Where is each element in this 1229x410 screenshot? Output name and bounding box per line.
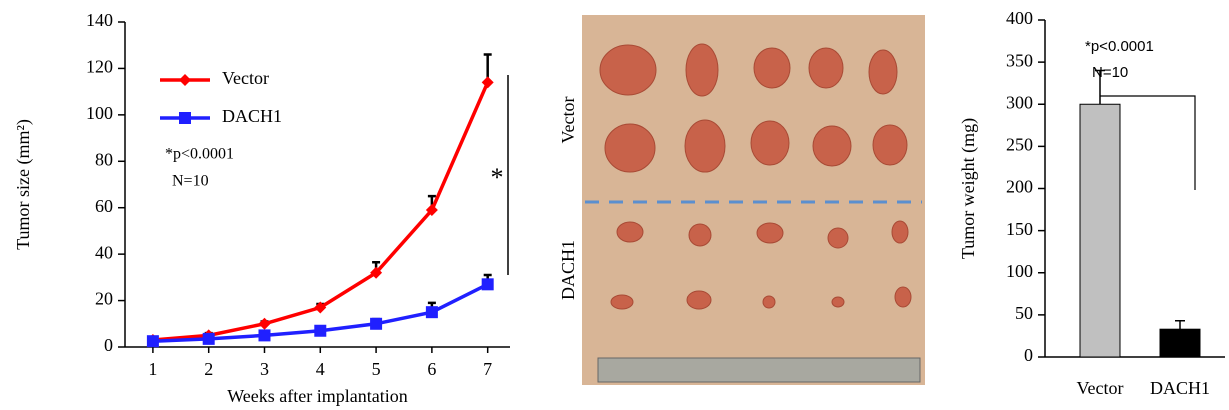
x-tick-label: 4 — [316, 359, 325, 379]
error-bar — [1175, 321, 1185, 329]
ruler — [598, 358, 920, 382]
y-tick-label: 50 — [1015, 303, 1033, 323]
x-tick-label: Vector — [1077, 378, 1124, 398]
y-axis-label: Tumor size (mm²) — [13, 119, 34, 250]
group-label: DACH1 — [558, 240, 578, 300]
annotation: *p<0.0001 — [1085, 38, 1154, 55]
y-tick-label: 300 — [1006, 92, 1033, 112]
x-tick-label: 5 — [372, 359, 381, 379]
y-tick-label: 20 — [95, 289, 113, 309]
y-tick-label: 100 — [86, 103, 113, 123]
bar — [1160, 329, 1200, 357]
annotation: N=10 — [172, 173, 209, 190]
x-tick-label: 2 — [204, 359, 213, 379]
x-axis-label: Weeks after implantation — [227, 386, 407, 406]
tumor-photo: Vector DACH1 — [558, 15, 925, 385]
y-tick-label: 80 — [95, 149, 113, 169]
y-tick-label: 140 — [86, 10, 113, 30]
y-tick-label: 60 — [95, 196, 113, 216]
marker — [482, 76, 494, 88]
y-tick-label: 40 — [95, 242, 113, 262]
x-tick-label: 7 — [483, 359, 492, 379]
y-tick-label: 200 — [1006, 177, 1033, 197]
series-line — [153, 82, 488, 340]
y-axis-label: Tumor weight (mg) — [958, 118, 979, 259]
y-tick-label: 400 — [1006, 8, 1033, 28]
x-tick-label: 3 — [260, 359, 269, 379]
bar — [1080, 104, 1120, 357]
annotation: * — [491, 163, 504, 192]
marker — [258, 318, 270, 330]
group-label: Vector — [558, 97, 578, 144]
annotation: *p<0.0001 — [165, 146, 234, 163]
y-tick-label: 350 — [1006, 50, 1033, 70]
legend-label: Vector — [222, 68, 269, 88]
y-tick-label: 250 — [1006, 135, 1033, 155]
marker — [482, 278, 494, 290]
figure: Vector DACH1 020406080100120140Tumor siz… — [0, 0, 1229, 410]
x-tick-label: DACH1 — [1150, 378, 1210, 398]
x-tick-label: 1 — [148, 359, 157, 379]
marker — [147, 335, 159, 347]
legend-marker — [179, 74, 191, 86]
y-tick-label: 0 — [104, 335, 113, 355]
y-tick-label: 0 — [1024, 345, 1033, 365]
x-tick-label: 6 — [427, 359, 436, 379]
y-tick-label: 120 — [86, 57, 113, 77]
marker — [314, 325, 326, 337]
legend-marker — [179, 112, 191, 124]
marker — [370, 318, 382, 330]
marker — [258, 329, 270, 341]
y-tick-label: 150 — [1006, 219, 1033, 239]
marker — [203, 333, 215, 345]
y-tick-label: 100 — [1006, 261, 1033, 281]
annotation: N=10 — [1092, 64, 1128, 81]
marker — [426, 306, 438, 318]
legend-label: DACH1 — [222, 106, 282, 126]
